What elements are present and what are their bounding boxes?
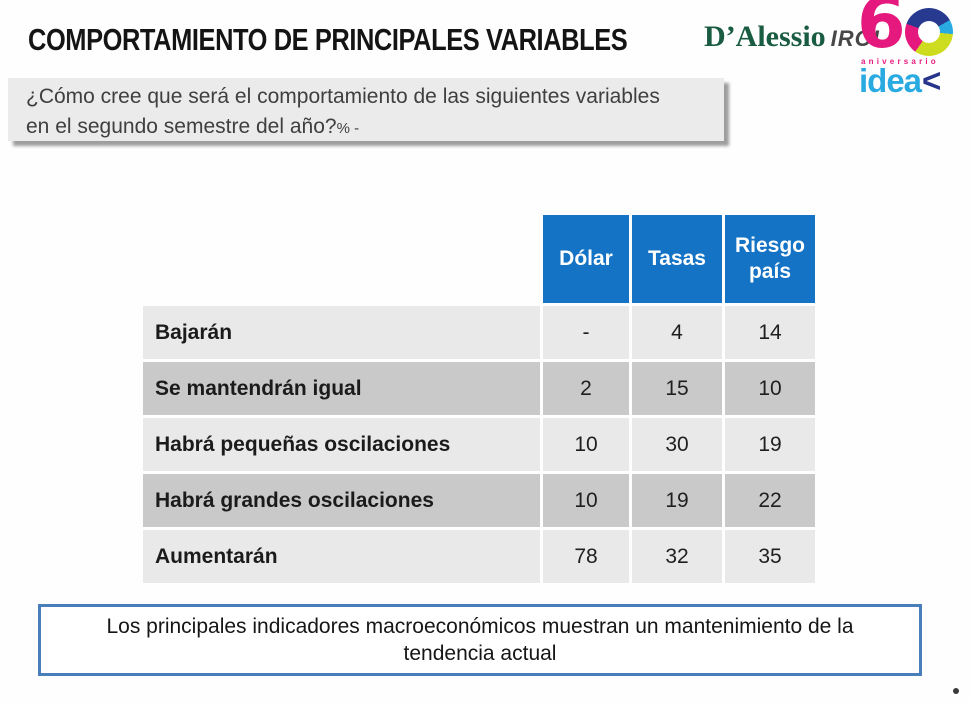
row-label-bajaran: Bajarán [143, 306, 540, 359]
data-table: Dólar Tasas Riesgo país Bajarán - 4 14 S… [143, 215, 815, 583]
question-suffix: % - [336, 120, 360, 137]
cell-grandes-dolar: 10 [543, 474, 629, 527]
cell-aumentaran-riesgo: 35 [725, 530, 815, 583]
row-label-grandes-oscilaciones: Habrá grandes oscilaciones [143, 474, 540, 527]
column-header-riesgo-pais: Riesgo país [725, 215, 815, 303]
conclusion-text: Los principales indicadores macroeconómi… [106, 615, 854, 665]
cell-mantendran-dolar: 2 [543, 362, 629, 415]
question-box: ¿Cómo cree que será el comportamiento de… [8, 78, 724, 141]
cell-bajaran-riesgo: 14 [725, 306, 815, 359]
cell-bajaran-dolar: - [543, 306, 629, 359]
column-header-dolar: Dólar [543, 215, 629, 303]
row-label-aumentaran: Aumentarán [143, 530, 540, 583]
row-label-pequenas-oscilaciones: Habrá pequeñas oscilaciones [143, 418, 540, 471]
idea-wordmark: idea [859, 62, 922, 99]
conclusion-box: Los principales indicadores macroeconómi… [38, 604, 922, 676]
idea-60-anniversary-logo: 6 aniversario idea< [855, 0, 967, 106]
cell-mantendran-tasas: 15 [632, 362, 722, 415]
idea-wordmark-row: idea< [859, 62, 941, 100]
question-text: ¿Cómo cree que será el comportamiento de… [26, 85, 660, 138]
cell-pequenas-riesgo: 19 [725, 418, 815, 471]
cell-pequenas-tasas: 30 [632, 418, 722, 471]
question-text-wrap: ¿Cómo cree que será el comportamiento de… [8, 78, 686, 144]
chevron-left-icon: < [922, 62, 942, 99]
column-header-tasas: Tasas [632, 215, 722, 303]
cell-aumentaran-dolar: 78 [543, 530, 629, 583]
cell-pequenas-dolar: 10 [543, 418, 629, 471]
irol-wordmark: IROL [830, 26, 888, 51]
logo-ring-0-icon [905, 8, 953, 56]
dalessio-wordmark: D’Alessio [704, 20, 826, 53]
logo-digit-6: 6 [857, 0, 906, 64]
cell-aumentaran-tasas: 32 [632, 530, 722, 583]
cell-bajaran-tasas: 4 [632, 306, 722, 359]
aniversario-label: aniversario [861, 57, 939, 66]
cell-mantendran-riesgo: 10 [725, 362, 815, 415]
page-title: COMPORTAMIENTO DE PRINCIPALES VARIABLES [28, 22, 628, 57]
row-label-se-mantendran: Se mantendrán igual [143, 362, 540, 415]
brand-dalessio-irol: D’Alessio IROL [704, 20, 887, 54]
bottom-right-dot [953, 688, 959, 694]
cell-grandes-riesgo: 22 [725, 474, 815, 527]
header-spacer [143, 215, 540, 303]
cell-grandes-tasas: 19 [632, 474, 722, 527]
